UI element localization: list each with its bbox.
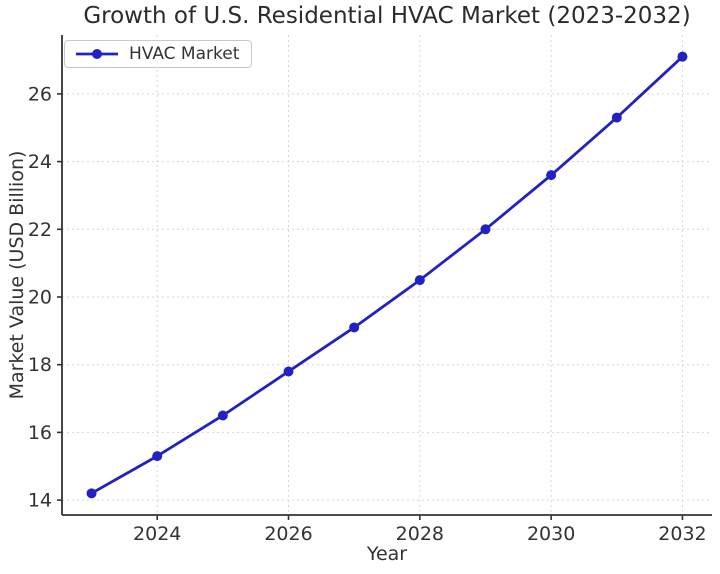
data-point	[414, 275, 425, 286]
data-point	[349, 322, 360, 333]
x-tick-label: 2026	[264, 523, 312, 545]
x-tick-label: 2032	[658, 523, 706, 545]
series-line	[90, 55, 684, 495]
x-tick-label: 2024	[133, 523, 181, 545]
data-point	[217, 410, 228, 421]
y-tick-label: 22	[28, 219, 52, 241]
data-point	[152, 451, 163, 462]
x-tick-label: 2030	[527, 523, 575, 545]
data-point	[546, 170, 557, 181]
legend: HVAC Market	[64, 40, 253, 68]
x-axis-label: Year	[366, 543, 408, 565]
legend-label: HVAC Market	[129, 44, 240, 64]
data-point	[86, 488, 97, 499]
chart-title: Growth of U.S. Residential HVAC Market (…	[83, 3, 691, 29]
y-tick-label: 14	[28, 490, 52, 512]
y-tick-label: 18	[28, 354, 52, 376]
x-tick-label: 2028	[396, 523, 444, 545]
y-tick-label: 20	[28, 287, 52, 309]
y-tick-label: 26	[28, 83, 52, 105]
legend-line-marker-icon	[76, 49, 118, 59]
y-tick-label: 24	[28, 151, 52, 173]
data-point	[283, 366, 294, 377]
data-point	[611, 112, 622, 123]
y-tick-label: 16	[28, 422, 52, 444]
data-point	[677, 51, 688, 62]
data-point	[480, 224, 491, 235]
